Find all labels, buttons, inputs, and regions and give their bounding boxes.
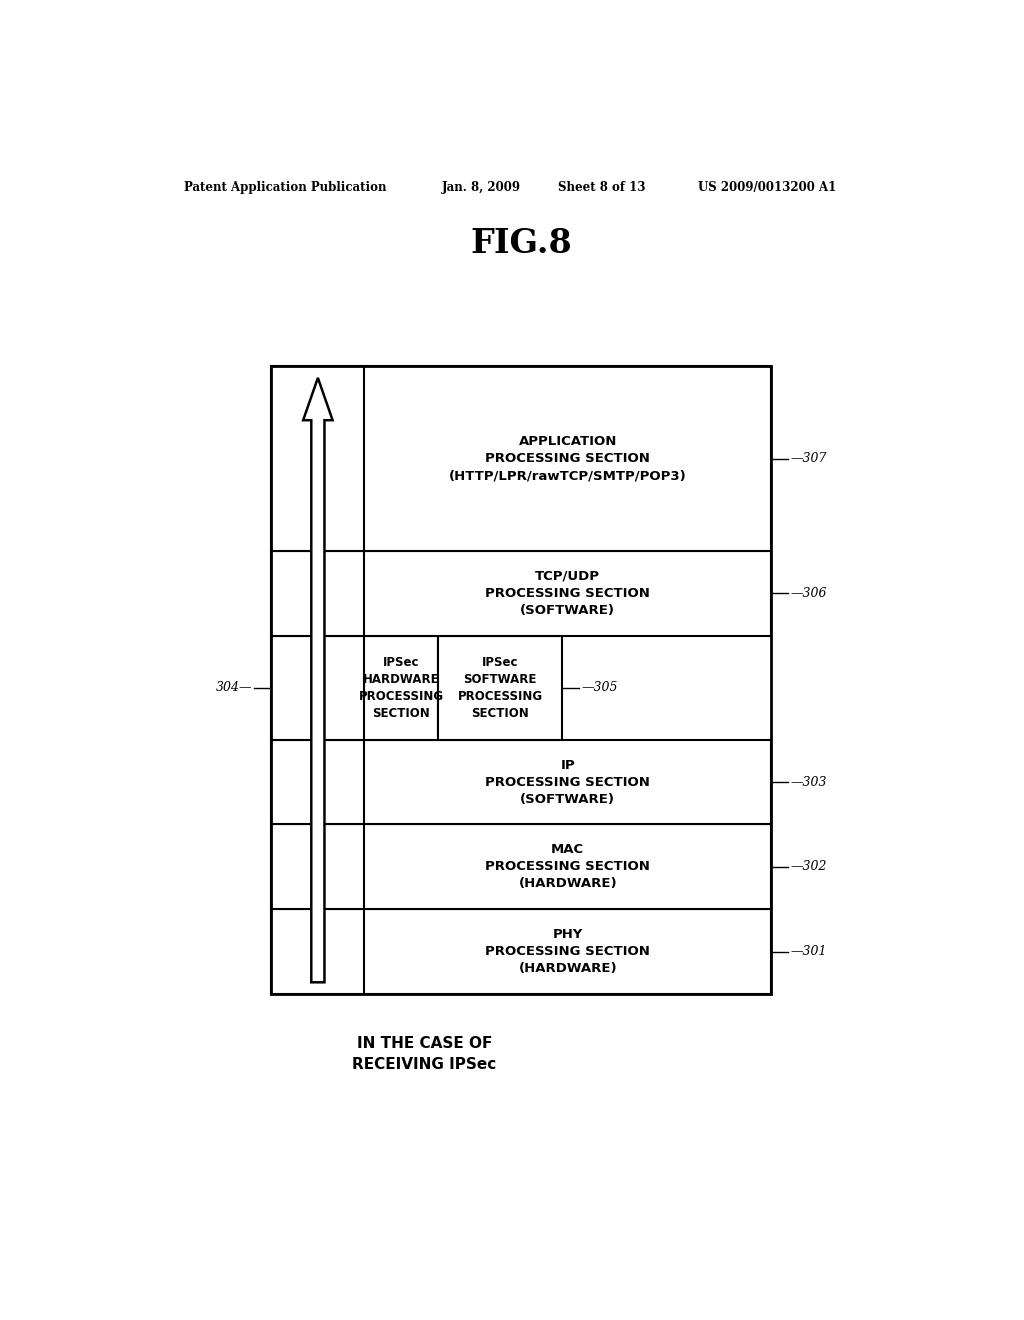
Text: FIG.8: FIG.8 xyxy=(470,227,571,260)
Bar xyxy=(271,909,771,994)
Text: —301: —301 xyxy=(791,945,827,958)
Text: IPSec
HARDWARE
PROCESSING
SECTION: IPSec HARDWARE PROCESSING SECTION xyxy=(358,656,443,719)
Polygon shape xyxy=(303,378,333,982)
Text: —303: —303 xyxy=(791,776,827,788)
Text: —302: —302 xyxy=(791,861,827,874)
Text: Sheet 8 of 13: Sheet 8 of 13 xyxy=(558,181,645,194)
Text: —307: —307 xyxy=(791,453,827,465)
Bar xyxy=(271,825,771,909)
Bar xyxy=(271,636,438,739)
Text: TCP/UDP
PROCESSING SECTION
(SOFTWARE): TCP/UDP PROCESSING SECTION (SOFTWARE) xyxy=(485,570,650,616)
Text: —306: —306 xyxy=(791,587,827,601)
Text: 304—: 304— xyxy=(215,681,252,694)
Text: IPSec
SOFTWARE
PROCESSING
SECTION: IPSec SOFTWARE PROCESSING SECTION xyxy=(458,656,543,719)
Text: Patent Application Publication: Patent Application Publication xyxy=(183,181,386,194)
Bar xyxy=(271,367,771,552)
Text: MAC
PROCESSING SECTION
(HARDWARE): MAC PROCESSING SECTION (HARDWARE) xyxy=(485,843,650,890)
Bar xyxy=(271,367,771,994)
Text: IN THE CASE OF
RECEIVING IPSec: IN THE CASE OF RECEIVING IPSec xyxy=(352,1036,497,1072)
Bar xyxy=(438,636,562,739)
Text: APPLICATION
PROCESSING SECTION
(HTTP/LPR/rawTCP/SMTP/POP3): APPLICATION PROCESSING SECTION (HTTP/LPR… xyxy=(449,436,687,482)
Text: Jan. 8, 2009: Jan. 8, 2009 xyxy=(442,181,521,194)
Text: —305: —305 xyxy=(582,681,617,694)
Text: PHY
PROCESSING SECTION
(HARDWARE): PHY PROCESSING SECTION (HARDWARE) xyxy=(485,928,650,975)
Text: IP
PROCESSING SECTION
(SOFTWARE): IP PROCESSING SECTION (SOFTWARE) xyxy=(485,759,650,805)
Bar xyxy=(271,552,771,636)
Bar xyxy=(271,739,771,825)
Text: US 2009/0013200 A1: US 2009/0013200 A1 xyxy=(697,181,836,194)
